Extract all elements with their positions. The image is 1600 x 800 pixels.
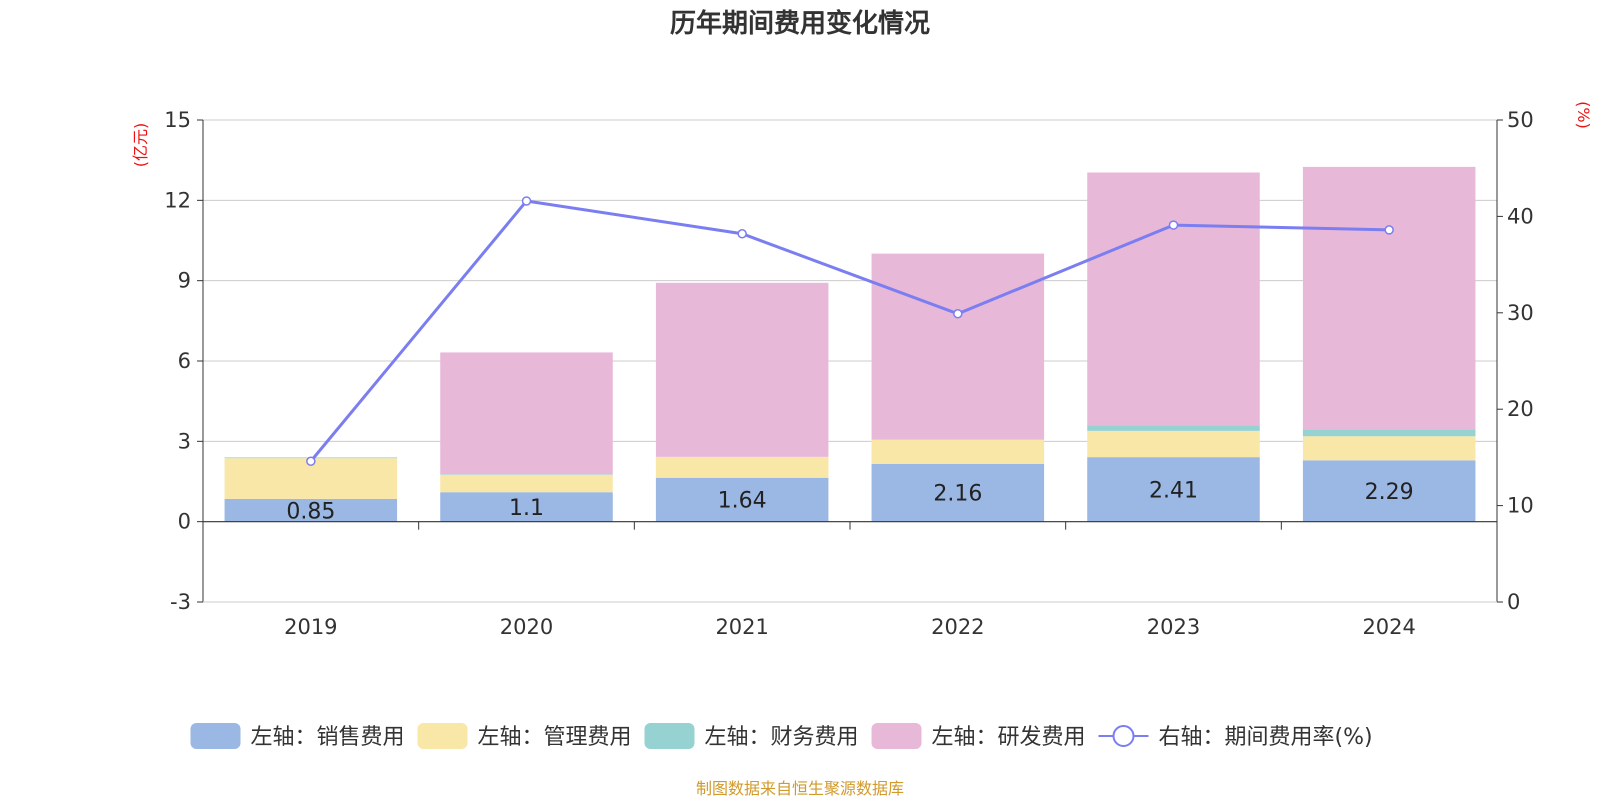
bar-value-label: 2.16 [933,482,982,507]
rate-line [306,196,1394,467]
bar-segment [440,474,613,475]
bar-segment [440,352,613,475]
legend-label: 左轴：财务费用 [705,725,859,750]
data-labels: 0.85 1.1 1.64 2.16 2.41 2.29 [286,478,1413,524]
category-label: 2022 [931,615,984,639]
right-tick-label: 0 [1507,590,1520,614]
category-label: 2023 [1147,615,1200,639]
right-tick-label: 40 [1507,204,1534,228]
legend-swatch [871,723,922,749]
bar-segment [1087,172,1260,426]
legend-label: 右轴：期间费用率(%) [1159,725,1373,750]
rate-point [737,229,747,239]
left-tick-label: -3 [170,590,191,614]
left-tick-label: 12 [164,188,191,212]
category-label: 2021 [715,615,768,639]
bar-segment [440,474,613,493]
bar-segment [1302,429,1476,437]
right-tick-label: 50 [1507,108,1534,132]
bar-segment [655,282,829,457]
legend-label: 左轴：管理费用 [478,725,632,750]
bars [224,166,1476,522]
left-tick-label: 6 [178,349,191,373]
bar-segment [440,492,613,522]
chart-title: 历年期间费用变化情况 [670,8,930,39]
bar-value-label: 0.85 [286,499,335,524]
bar-segment [655,456,829,478]
bar-segment [871,463,1045,522]
rate-point [1168,220,1179,230]
legend-label: 左轴：销售费用 [251,725,405,750]
right-tick-label: 10 [1507,494,1534,518]
left-tick-label: 3 [178,429,191,453]
bar-segment [224,498,398,522]
bar-segment [1302,460,1476,522]
bar-value-label: 1.1 [509,496,544,521]
category-label: 2020 [500,615,553,639]
bar-segment [1302,166,1476,430]
bar-segment [1087,457,1260,522]
left-axis-unit: (亿元) [131,123,150,168]
legend-label: 左轴：研发费用 [932,725,1086,750]
right-tick-label: 20 [1507,397,1534,421]
category-label: 2024 [1362,615,1415,639]
rate-point [306,456,316,467]
category-label: 2019 [284,615,337,639]
bar-segment [1087,430,1260,458]
legend-marker [1112,725,1135,747]
bar-value-label: 1.64 [718,489,767,514]
bar-segment [1302,436,1476,461]
axes: -3 0 3 6 9 12 15 0 10 20 30 40 50 2019 2020 2021 2022 202… [164,108,1533,639]
bar-segment [871,253,1045,440]
rate-point [953,309,963,319]
right-tick-label: 30 [1507,301,1534,325]
right-axis-unit: (%) [1574,101,1593,129]
bar-value-label: 2.41 [1149,478,1198,503]
bar-value-label: 2.29 [1365,480,1414,505]
left-tick-label: 9 [178,269,191,293]
bar-segment [1087,425,1260,431]
source-note: 制图数据来自恒生聚源数据库 [696,779,904,798]
rate-point [1384,225,1394,235]
legend-swatch [417,723,468,749]
legend: 左轴：销售费用 左轴：管理费用 左轴：财务费用 左轴：研发费用 右轴：期间费用率(%) [190,723,1373,750]
bar-segment [871,439,1045,464]
rate-point [521,196,532,206]
rate-line-path [309,199,1390,463]
bar-segment [655,477,829,522]
legend-swatch [644,723,695,749]
left-tick-label: 15 [164,108,191,132]
left-tick-label: 0 [178,510,191,534]
legend-swatch [190,723,241,749]
